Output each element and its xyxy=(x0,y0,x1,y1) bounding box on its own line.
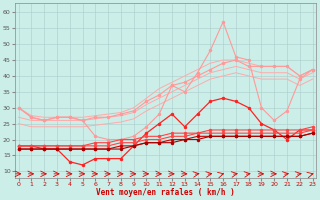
X-axis label: Vent moyen/en rafales ( km/h ): Vent moyen/en rafales ( km/h ) xyxy=(96,188,235,197)
